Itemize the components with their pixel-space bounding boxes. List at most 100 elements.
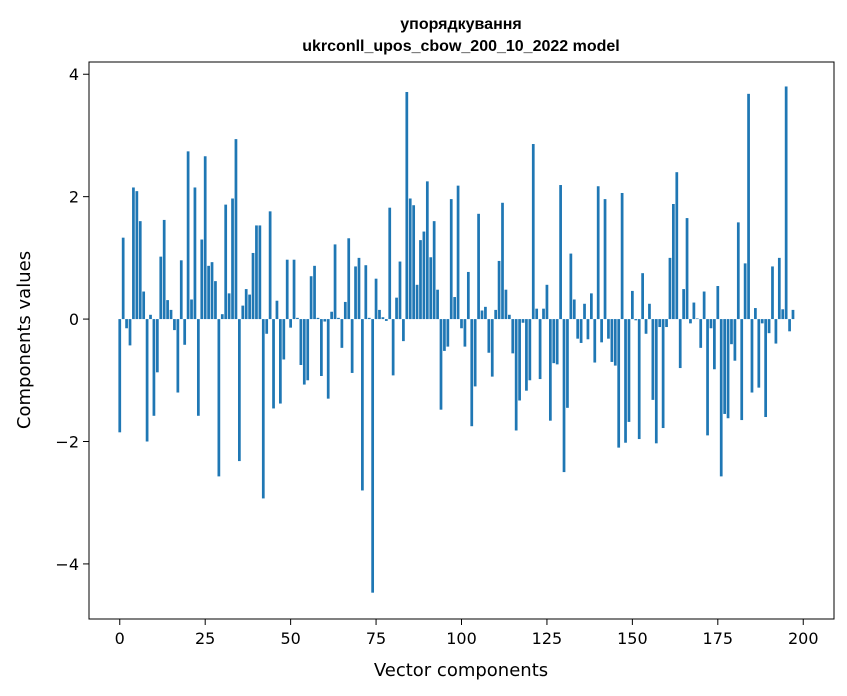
bar	[429, 257, 433, 320]
bar	[343, 301, 347, 320]
bar	[566, 319, 569, 408]
x-tick-label: 50	[280, 629, 300, 648]
bar	[241, 305, 245, 320]
bar	[747, 93, 750, 320]
bar	[466, 271, 470, 320]
bar	[231, 198, 234, 320]
bar	[767, 319, 771, 334]
bar	[323, 319, 327, 322]
y-tick-label: 4	[69, 65, 79, 84]
bar	[661, 319, 665, 429]
bar	[552, 319, 556, 364]
bar	[275, 300, 279, 320]
bar	[764, 319, 768, 418]
bar	[449, 199, 453, 320]
bar	[692, 302, 696, 320]
bar	[760, 319, 764, 324]
bar	[391, 319, 395, 376]
bar	[142, 291, 146, 320]
bar	[733, 319, 737, 361]
bar	[531, 144, 535, 320]
y-tick-label: 0	[69, 310, 79, 329]
bar	[289, 319, 292, 328]
bar	[350, 319, 354, 373]
bar	[651, 319, 655, 400]
bar	[490, 319, 494, 377]
bar	[395, 297, 398, 320]
bar	[234, 139, 238, 320]
bar	[781, 309, 785, 320]
bar	[446, 319, 450, 347]
bar	[624, 319, 627, 443]
bar	[282, 319, 286, 360]
x-tick-label: 175	[703, 629, 734, 648]
bar	[169, 309, 173, 320]
bar	[600, 319, 603, 343]
y-axis-label: Components values	[14, 251, 35, 429]
bar	[610, 319, 614, 362]
bar	[453, 297, 457, 320]
bar	[381, 317, 385, 320]
bar	[138, 221, 142, 320]
bar	[788, 319, 791, 332]
bar	[285, 259, 289, 320]
bar	[173, 319, 176, 331]
bar	[132, 187, 135, 320]
bar	[672, 204, 675, 320]
bar	[617, 319, 621, 448]
bar	[473, 319, 477, 387]
bar	[730, 319, 733, 345]
bar	[569, 253, 573, 320]
bar	[743, 263, 747, 320]
bar	[149, 314, 152, 320]
bar	[631, 290, 634, 320]
bar	[719, 319, 723, 477]
y-axis: −4 −2 0 2 4	[55, 65, 89, 574]
bar	[555, 319, 559, 365]
bar	[238, 319, 241, 462]
bar	[528, 319, 532, 381]
bar	[525, 319, 528, 391]
x-tick-label: 150	[617, 629, 648, 648]
bar	[361, 319, 364, 491]
bar	[299, 319, 303, 365]
y-tick-label: −4	[55, 555, 79, 574]
bar	[388, 207, 392, 320]
bar	[244, 289, 248, 320]
bar	[774, 319, 778, 344]
bar	[330, 311, 333, 320]
bar	[791, 309, 795, 320]
bar	[504, 289, 508, 320]
bar	[415, 284, 419, 320]
bar	[425, 181, 429, 320]
bar	[408, 198, 412, 320]
bar	[224, 204, 228, 320]
bar	[272, 319, 275, 409]
bar	[668, 257, 672, 320]
bar	[217, 319, 221, 477]
bar	[207, 265, 210, 320]
bar	[354, 266, 357, 320]
bar	[736, 222, 740, 320]
bar	[613, 319, 617, 366]
bar	[572, 299, 576, 320]
bar	[398, 261, 402, 320]
bar	[200, 239, 204, 320]
bar	[432, 221, 436, 320]
x-axis-label: Vector components	[374, 660, 548, 681]
bar	[159, 256, 163, 320]
bar	[292, 259, 296, 320]
bar	[644, 319, 648, 334]
bar	[128, 319, 132, 346]
x-tick-label: 25	[195, 629, 215, 648]
bar	[422, 231, 426, 320]
bar	[265, 319, 269, 334]
bar	[497, 260, 501, 320]
bar	[740, 319, 744, 421]
bar	[248, 294, 251, 320]
bar	[470, 319, 474, 427]
bar	[412, 205, 416, 320]
bar	[706, 319, 709, 436]
bar	[682, 289, 685, 320]
bar	[367, 317, 371, 320]
